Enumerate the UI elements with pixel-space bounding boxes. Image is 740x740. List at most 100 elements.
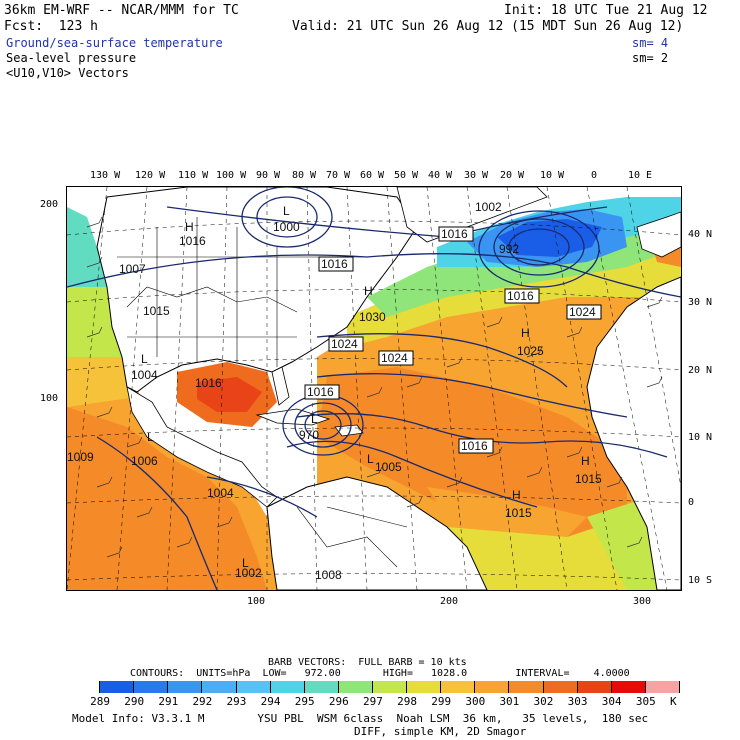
- grid-x-label: 100: [247, 596, 266, 607]
- legend-label: 293: [226, 695, 247, 708]
- pressure-markers: H H H H H L L L L L L: [141, 204, 590, 570]
- lon-label: 50 W: [394, 170, 419, 181]
- isobar-value: 970: [299, 428, 319, 442]
- isobar-value-boxed: 1016: [307, 385, 334, 399]
- legend-swatch: [373, 681, 408, 693]
- legend-label: 299: [431, 695, 452, 708]
- model-info-diffusion: DIFF, simple KM, 2D Smagor: [354, 725, 527, 738]
- lat-label: 40 N: [688, 229, 713, 240]
- map-graphic: H H H H H L L L L L L 1016 1000 1016 101…: [67, 187, 681, 590]
- isobar-value: 1007: [119, 262, 146, 276]
- low-marker: L: [311, 412, 318, 426]
- isobar-value-boxed: 1016: [507, 289, 534, 303]
- legend-swatch: [168, 681, 203, 693]
- field-vectors: <U10,V10> Vectors: [6, 66, 129, 80]
- legend-label: 295: [294, 695, 315, 708]
- lon-label: 20 W: [500, 170, 525, 181]
- isobar-value: 1004: [131, 368, 158, 382]
- isobar-value: 992: [499, 242, 519, 256]
- field-ground-temp-sm: sm= 4: [632, 36, 669, 50]
- legend-label: 305: [635, 695, 656, 708]
- low-marker: L: [367, 452, 374, 466]
- isobar-value: 1016: [195, 376, 222, 390]
- lon-label: 110 W: [178, 170, 209, 181]
- contour-info: CONTOURS: UNITS=hPa LOW= 972.00 HIGH= 10…: [130, 668, 630, 679]
- isobar-value-boxed: 1016: [441, 227, 468, 241]
- field-slp-sm: sm= 2: [632, 51, 669, 65]
- legend-label: 300: [465, 695, 486, 708]
- lon-label: 80 W: [292, 170, 317, 181]
- legend-swatch: [475, 681, 510, 693]
- legend-swatch: [66, 681, 101, 693]
- wind-barbs: [86, 216, 663, 558]
- forecast-hour: Fcst: 123 h: [4, 19, 98, 34]
- legend-swatch: [441, 681, 476, 693]
- legend-swatch: [509, 681, 544, 693]
- legend-label: 298: [397, 695, 417, 708]
- low-marker: L: [141, 352, 148, 366]
- high-marker: H: [364, 284, 373, 298]
- low-marker: L: [283, 204, 290, 218]
- isobar-value: 1015: [143, 304, 170, 318]
- lat-label: 10 N: [688, 432, 713, 443]
- lat-label: 30 N: [688, 297, 713, 308]
- valid-time: Valid: 21 UTC Sun 26 Aug 12 (15 MDT Sun …: [292, 19, 684, 34]
- legend-swatch: [645, 681, 680, 693]
- legend-label: 291: [158, 695, 179, 708]
- weather-map: H H H H H L L L L L L 1016 1000 1016 101…: [66, 186, 682, 591]
- high-marker: H: [512, 488, 521, 502]
- legend-label: 301: [499, 695, 520, 708]
- legend-swatch: [543, 681, 578, 693]
- lon-label: 30 W: [464, 170, 489, 181]
- lon-label: 40 W: [428, 170, 453, 181]
- legend-swatch: [577, 681, 612, 693]
- grid-y-label: 100: [40, 393, 59, 404]
- isobars: [67, 187, 681, 590]
- low-marker: L: [147, 430, 154, 444]
- lon-label: 60 W: [360, 170, 385, 181]
- legend-swatch: [304, 681, 339, 693]
- legend-label: 289: [90, 695, 110, 708]
- field-ground-temp: Ground/sea-surface temperature: [6, 36, 223, 50]
- isobar-value-boxed: 1024: [381, 351, 408, 365]
- isobar-value: 1002: [235, 566, 262, 580]
- legend-swatch: [134, 681, 169, 693]
- low-marker: L: [242, 556, 249, 570]
- lat-label: 10 S: [688, 575, 713, 586]
- legend-label: 290: [124, 695, 145, 708]
- high-marker: H: [581, 454, 590, 468]
- isobar-value: 1000: [273, 220, 300, 234]
- legend-swatch: [236, 681, 271, 693]
- barb-vectors-info: BARB VECTORS: FULL BARB = 10 kts: [268, 657, 467, 668]
- legend-swatch: [270, 681, 305, 693]
- isobar-value: 1008: [315, 568, 342, 582]
- legend-label: 297: [363, 695, 383, 708]
- grid-y-label: 200: [40, 199, 59, 210]
- legend-swatch: [407, 681, 442, 693]
- lon-label: 0: [591, 170, 598, 181]
- isobar-value-boxed: 1024: [569, 305, 596, 319]
- field-slp: Sea-level pressure: [6, 51, 137, 65]
- legend-label: 302: [533, 695, 554, 708]
- legend-swatch: [100, 681, 135, 693]
- isobar-value-boxed: 1024: [331, 337, 358, 351]
- lat-label: 0: [688, 497, 695, 508]
- lon-label: 90 W: [256, 170, 281, 181]
- legend-label: 303: [567, 695, 588, 708]
- grid-x-label: 200: [440, 596, 459, 607]
- isobar-value-boxed: 1016: [461, 439, 488, 453]
- isobar-value: 1009: [67, 450, 94, 464]
- legend-label: 292: [192, 695, 213, 708]
- temperature-color-legend: [66, 681, 680, 693]
- legend-label: 296: [328, 695, 349, 708]
- lat-label: 20 N: [688, 365, 713, 376]
- legend-label: 294: [260, 695, 281, 708]
- isobar-value: 1025: [517, 344, 544, 358]
- lon-label: 10 E: [628, 170, 653, 181]
- model-info: Model Info: V3.3.1 M YSU PBL WSM 6class …: [72, 712, 649, 725]
- isobar-value: 1015: [575, 472, 602, 486]
- high-marker: H: [521, 326, 530, 340]
- isobar-value: 1016: [179, 234, 206, 248]
- lon-label: 120 W: [135, 170, 166, 181]
- lon-label: 10 W: [540, 170, 565, 181]
